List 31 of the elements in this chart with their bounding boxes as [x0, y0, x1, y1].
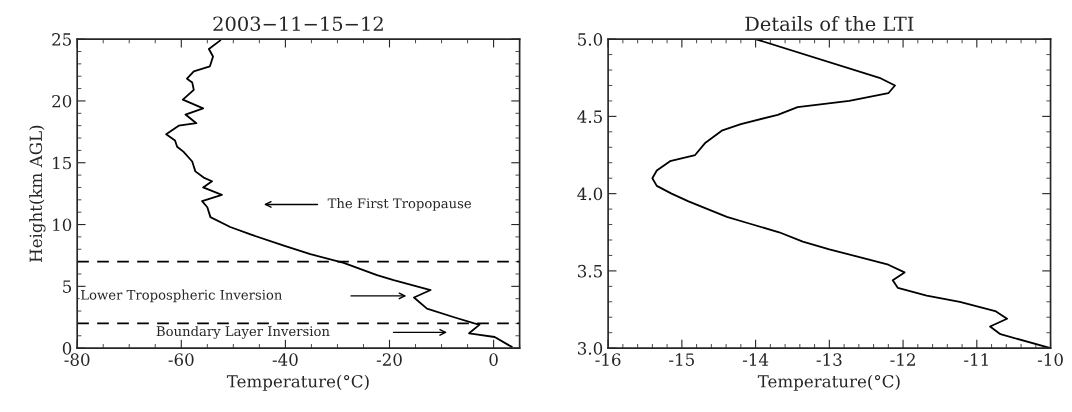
x-tick-label: -16 [595, 353, 621, 366]
x-tick-label: -11 [964, 353, 988, 366]
x-tick-label: -80 [64, 353, 90, 366]
x-tick-label: -15 [669, 353, 694, 366]
x-tick-label: -60 [168, 353, 194, 366]
y-tick-label: 0 [62, 342, 72, 355]
annotation: Lower Tropospheric Inversion [81, 289, 283, 303]
x-axis-title: Temperature(°C) [757, 374, 900, 391]
y-tick-label: 4.0 [577, 187, 603, 201]
y-tick-label: 3.5 [578, 264, 602, 278]
y-tick-label: 25 [52, 33, 72, 46]
x-tick-label: -12 [890, 353, 915, 366]
chart-title: Details of the LTI [745, 16, 914, 32]
x-tick-label: -14 [742, 353, 769, 366]
annotation: Boundary Layer Inversion [156, 325, 330, 339]
x-tick-label: 0 [489, 353, 498, 366]
y-tick-label: 5 [63, 280, 72, 293]
y-tick-label: 15 [53, 156, 72, 170]
x-axis-title: Temperature(°C) [226, 374, 369, 391]
x-tick-label: -20 [376, 353, 402, 366]
x-tick-label: -13 [816, 353, 842, 366]
chart-title: 2003−11−15−12 [213, 16, 383, 32]
y-tick-label: 10 [53, 218, 72, 232]
x-tick-label: -10 [1037, 353, 1063, 366]
y-tick-label: 20 [52, 94, 72, 108]
y-tick-label: 5.0 [578, 33, 603, 46]
y-tick-label: 3.0 [578, 342, 603, 355]
x-tick-label: -40 [272, 353, 298, 366]
annotation: The First Tropopause [327, 198, 472, 211]
y-tick-label: 4.5 [577, 110, 602, 123]
y-axis-title: Height(km AGL) [29, 125, 46, 262]
